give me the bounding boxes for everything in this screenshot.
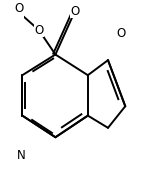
Text: O: O (116, 27, 126, 40)
Text: O: O (14, 6, 23, 19)
Text: O: O (34, 24, 43, 37)
Text: O: O (14, 2, 23, 15)
Text: N: N (17, 149, 26, 162)
Text: O: O (70, 5, 79, 18)
